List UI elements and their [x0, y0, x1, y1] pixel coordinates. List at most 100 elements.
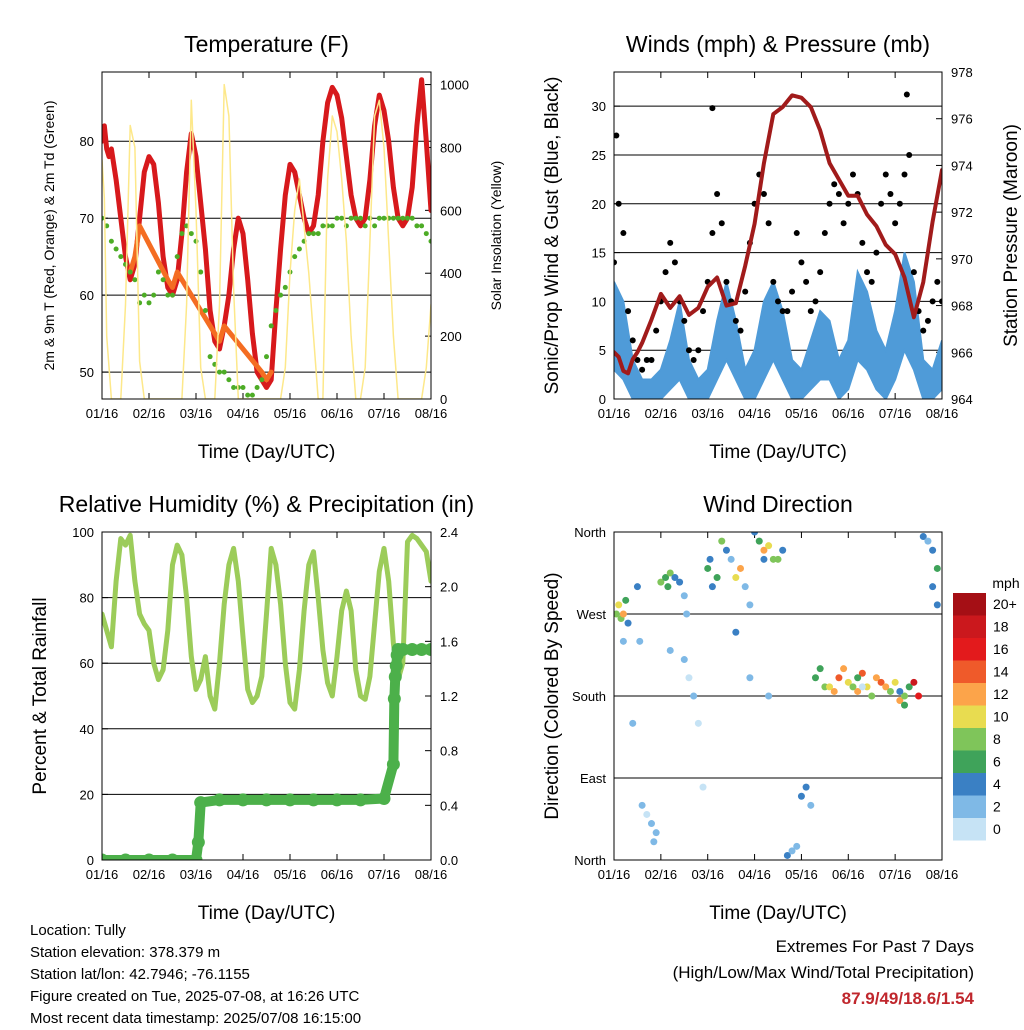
direction-point: [760, 546, 768, 554]
precip-point: [424, 643, 431, 657]
x-axis-label: Time (Day/UTC): [198, 442, 336, 463]
x-axis-label: Time (Day/UTC): [198, 903, 336, 924]
colorbar-tick-label: 6: [993, 754, 1001, 770]
y-tick-label-right: 400: [440, 266, 462, 281]
direction-point: [811, 674, 819, 682]
x-tick-label: 07/16: [879, 406, 912, 421]
direction-point: [624, 619, 632, 627]
direction-point: [732, 574, 740, 582]
x-tick-label: 05/16: [785, 406, 818, 421]
gust_black-point: [779, 308, 786, 315]
gust_black-point: [873, 249, 880, 256]
gust_black-point: [878, 200, 885, 207]
direction-point: [652, 829, 660, 837]
precip-point: [166, 853, 179, 860]
precip-line: [102, 644, 431, 860]
direction-point: [746, 674, 754, 682]
x-tick-label: 04/16: [227, 406, 260, 421]
dew_green-point: [254, 384, 260, 390]
direction-point: [896, 697, 904, 705]
location-text: Location: Tully: [30, 922, 126, 939]
direction-point: [807, 801, 815, 809]
dew_green-point: [278, 292, 284, 298]
gust_black-point: [831, 181, 838, 188]
gust_black-point: [770, 278, 777, 285]
colorbar-tick-label: 14: [993, 664, 1009, 680]
direction-point: [619, 637, 627, 645]
y-tick-label-right: 0.0: [440, 853, 458, 868]
direction-point: [933, 564, 941, 572]
dew_green-point: [226, 377, 232, 383]
x-tick-label: 03/16: [691, 406, 724, 421]
dew_green-point: [127, 269, 133, 275]
dew_green-point: [240, 384, 246, 390]
gust_black-point: [681, 317, 688, 324]
y-tick-label-right: 2.0: [440, 580, 458, 595]
direction-point: [849, 683, 857, 691]
dew_green-point: [358, 215, 363, 221]
direction-point: [910, 678, 918, 686]
winds-chart: Winds (mph) & Pressure (mb) Time (Day/UTC…: [542, 31, 1022, 463]
dew_green-point: [231, 384, 237, 390]
y-tick-label: 10: [592, 294, 606, 309]
x-tick-label: 03/16: [691, 867, 724, 882]
y-tick-label: 50: [80, 365, 94, 380]
dew_green-point: [419, 223, 425, 229]
gust_black-point: [929, 298, 936, 305]
gust_black-point: [901, 171, 908, 178]
dew_green-point: [151, 292, 157, 298]
direction-point: [694, 719, 702, 727]
direction-point: [816, 665, 824, 673]
dew_green-point: [362, 223, 368, 229]
dew_green-point: [108, 238, 114, 244]
y-axis-label: Percent & Total Rainfall: [30, 597, 51, 794]
gust_black-point: [700, 308, 707, 315]
y-tick-label-right: 968: [951, 299, 973, 314]
x-tick-label: 05/16: [785, 867, 818, 882]
direction-point: [680, 592, 688, 600]
direction-point: [779, 546, 787, 554]
y-tick-label: 20: [80, 787, 94, 802]
precip-point: [142, 853, 156, 860]
colorbar-tick-label: 0: [993, 821, 1001, 837]
dew_green-point: [367, 215, 373, 221]
colorbar-swatch: [953, 728, 986, 751]
y-tick-label-right: 2.4: [440, 525, 458, 540]
gust_black-point: [690, 356, 697, 363]
y-axis-label-right: Station Pressure (Maroon): [1001, 124, 1022, 347]
gust_black-point: [765, 220, 772, 227]
created-text: Figure created on Tue, 2025-07-08, at 16…: [30, 988, 360, 1005]
direction-point: [826, 683, 834, 691]
gust_black-point: [821, 230, 828, 237]
dew_green-point: [170, 292, 175, 298]
direction-point: [901, 692, 909, 700]
colorbar-swatch: [953, 795, 986, 818]
dew_green-point: [221, 369, 227, 375]
gust_black-point: [742, 288, 749, 295]
gust_black-point: [714, 191, 721, 198]
colorbar-swatch: [953, 660, 986, 683]
direction-point: [933, 601, 941, 609]
x-tick-label: 05/16: [274, 867, 307, 882]
y-tick-label-right: 600: [440, 203, 462, 218]
gust_black-point: [695, 347, 702, 354]
y-tick-label-right: 1000: [440, 78, 469, 93]
gust_black-point: [920, 327, 927, 334]
precip-point: [189, 853, 203, 860]
precip-point: [330, 793, 344, 807]
dew_green-point: [155, 269, 161, 275]
dew_green-point: [202, 308, 208, 314]
gust_black-point: [614, 259, 617, 266]
gust_black-point: [629, 337, 636, 344]
dew_green-point: [320, 223, 326, 229]
direction-point: [676, 578, 684, 586]
dew_green-point: [165, 292, 171, 298]
y-tick-label-right: 974: [951, 158, 973, 173]
dew_green-point: [207, 354, 213, 360]
direction-point: [765, 692, 773, 700]
y-tick-label: 100: [72, 525, 94, 540]
direction-point: [929, 546, 937, 554]
extremes-values: 87.9/49/18.6/1.54: [841, 989, 974, 1008]
y-tick-label: 20: [592, 197, 606, 212]
y-tick-label: 5: [599, 343, 606, 358]
